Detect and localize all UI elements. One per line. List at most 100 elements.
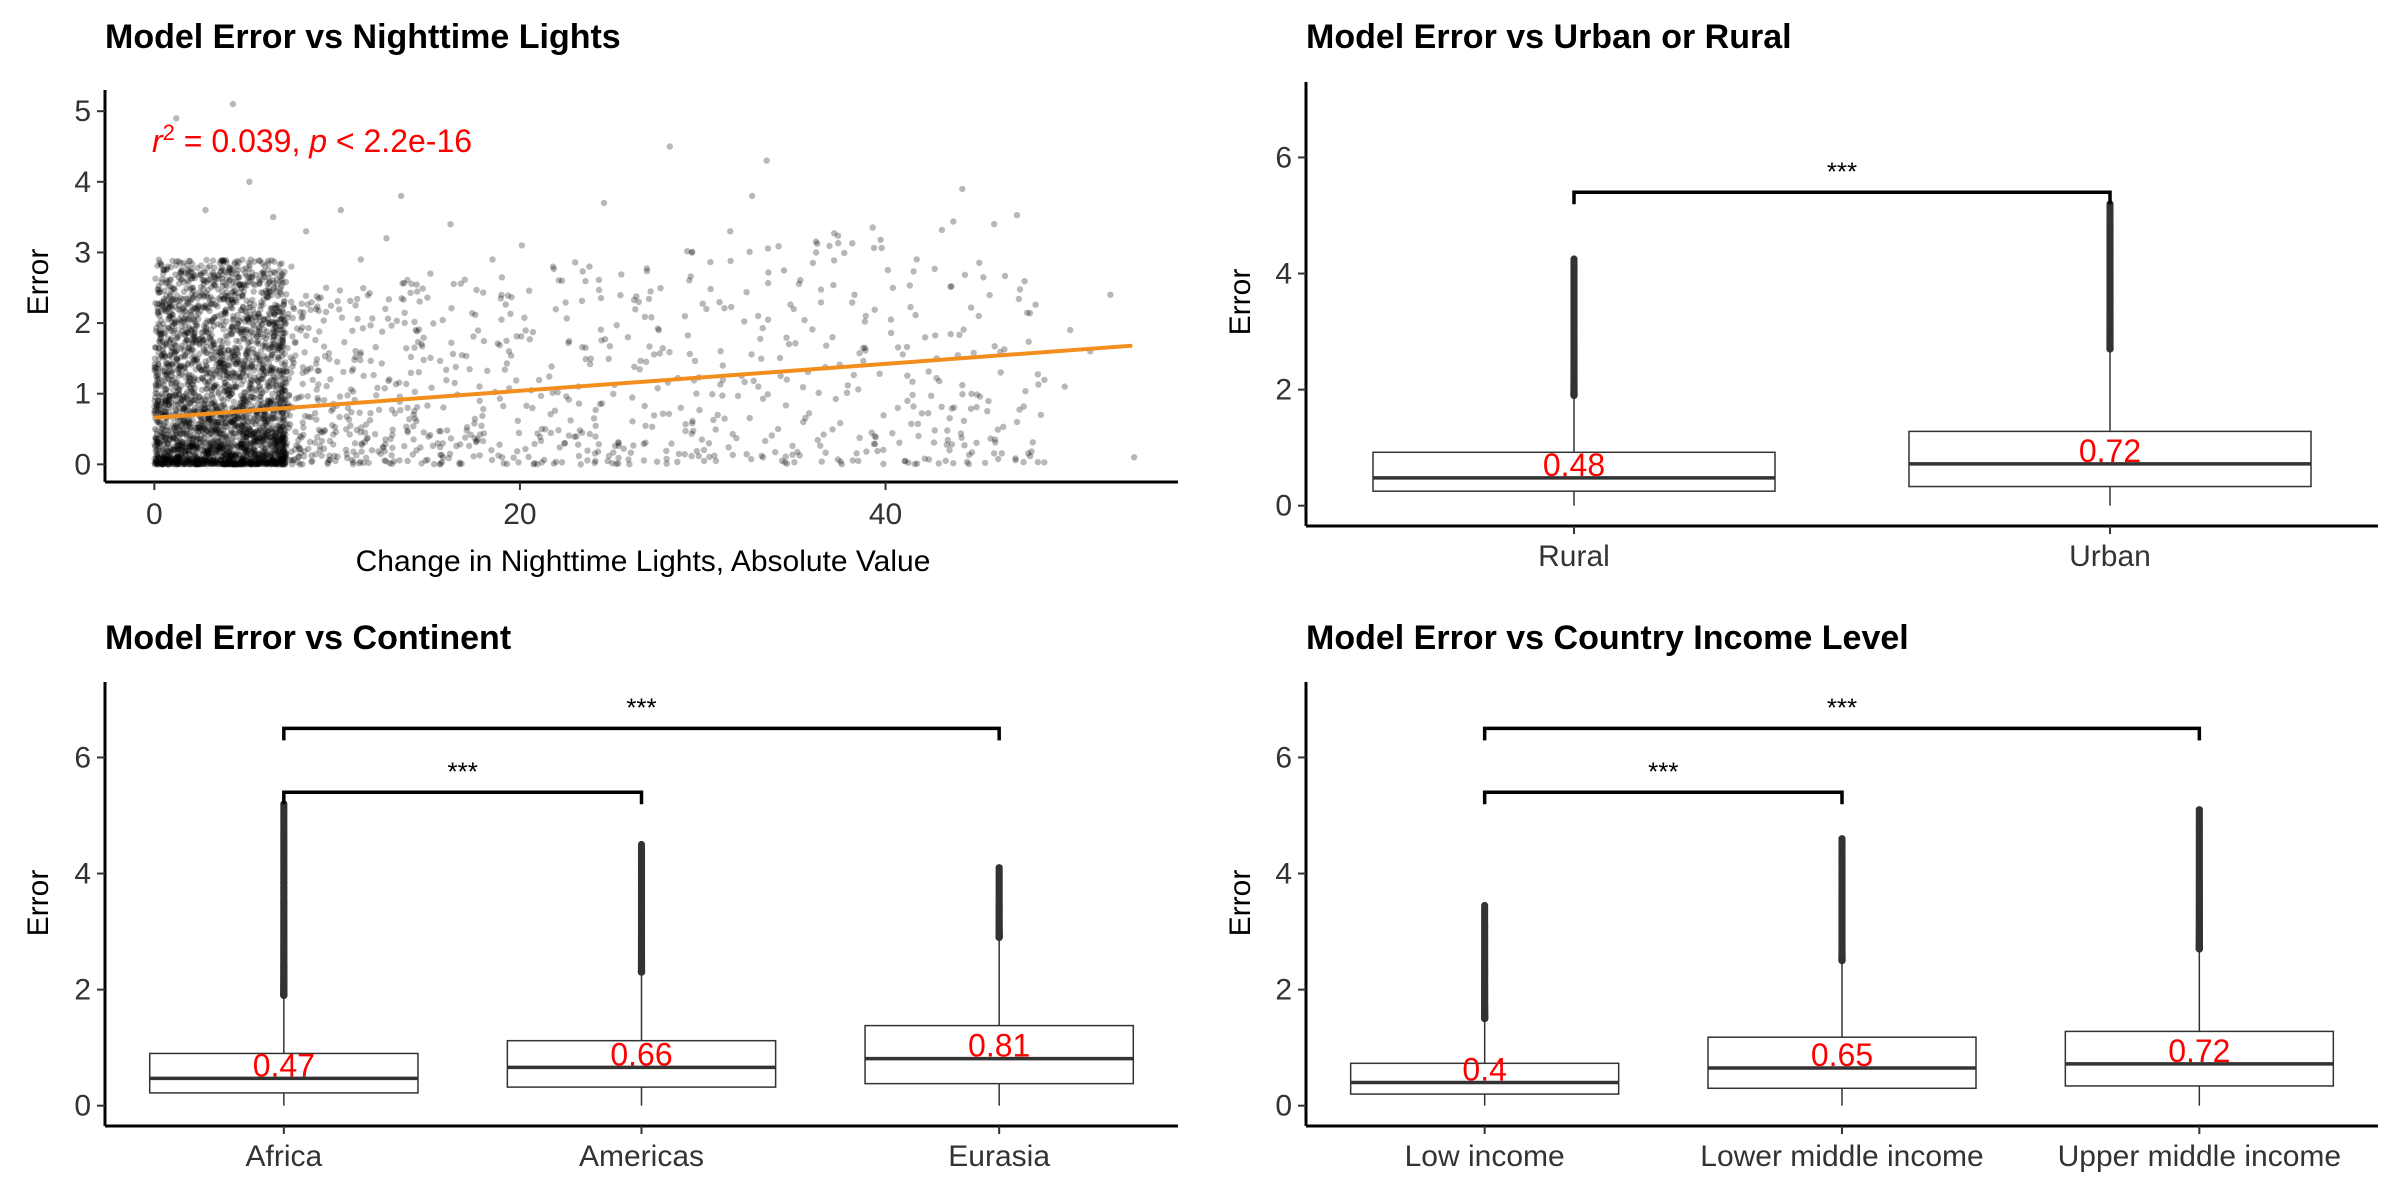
data-point bbox=[239, 292, 246, 299]
data-point bbox=[889, 284, 896, 291]
data-point bbox=[158, 459, 165, 466]
data-point bbox=[172, 406, 179, 413]
data-point bbox=[789, 442, 796, 450]
data-point bbox=[177, 456, 185, 463]
data-point bbox=[693, 390, 700, 397]
data-point bbox=[182, 322, 189, 329]
data-point bbox=[251, 282, 259, 289]
data-point bbox=[245, 274, 252, 281]
data-point bbox=[452, 363, 459, 371]
data-point bbox=[473, 286, 480, 294]
data-point bbox=[830, 257, 838, 264]
data-point bbox=[182, 450, 189, 457]
data-point bbox=[209, 419, 216, 426]
data-point bbox=[240, 444, 248, 451]
data-point bbox=[184, 329, 192, 337]
data-point bbox=[277, 431, 284, 439]
data-point bbox=[984, 408, 991, 415]
data-point bbox=[260, 296, 267, 303]
data-point bbox=[270, 382, 277, 389]
data-point bbox=[280, 449, 287, 456]
data-point bbox=[158, 298, 166, 305]
data-point bbox=[203, 457, 210, 464]
data-point bbox=[222, 292, 229, 300]
data-point bbox=[266, 278, 273, 285]
data-point bbox=[162, 445, 170, 452]
data-point bbox=[249, 440, 257, 447]
data-point bbox=[250, 437, 257, 445]
data-point bbox=[213, 444, 220, 451]
data-point bbox=[789, 451, 796, 458]
data-point bbox=[241, 457, 248, 464]
data-point bbox=[741, 378, 748, 386]
box-0: 0.4 bbox=[1349, 901, 1620, 1106]
data-point bbox=[500, 402, 507, 410]
data-point bbox=[561, 440, 568, 447]
data-point bbox=[252, 460, 259, 468]
data-point bbox=[347, 386, 355, 393]
x-tick-label: Upper middle income bbox=[2058, 1140, 2341, 1173]
data-point bbox=[861, 318, 868, 325]
data-point bbox=[240, 454, 247, 461]
data-point bbox=[164, 263, 171, 270]
data-point bbox=[523, 402, 530, 409]
data-point bbox=[271, 318, 278, 325]
data-point bbox=[209, 269, 216, 276]
data-point bbox=[586, 360, 594, 368]
data-point bbox=[411, 318, 418, 325]
data-point bbox=[928, 392, 935, 399]
data-point bbox=[279, 309, 286, 316]
data-point bbox=[166, 436, 173, 443]
data-point bbox=[234, 263, 241, 270]
data-point bbox=[261, 457, 269, 464]
data-point bbox=[327, 302, 335, 309]
data-point bbox=[258, 269, 265, 277]
data-point bbox=[165, 400, 172, 407]
data-point bbox=[239, 293, 246, 300]
data-point bbox=[193, 305, 201, 312]
data-point bbox=[226, 419, 233, 426]
data-point bbox=[1013, 418, 1021, 426]
data-point bbox=[223, 318, 230, 325]
data-point bbox=[236, 422, 243, 429]
data-point bbox=[235, 294, 243, 301]
data-point bbox=[252, 350, 259, 357]
data-point bbox=[152, 300, 159, 307]
data-point bbox=[156, 459, 164, 467]
data-point bbox=[257, 347, 265, 355]
data-point bbox=[221, 387, 229, 395]
significance-label: *** bbox=[1827, 156, 1857, 186]
data-point bbox=[280, 461, 288, 468]
data-point bbox=[263, 422, 270, 429]
data-point bbox=[1034, 458, 1042, 466]
data-point bbox=[162, 426, 169, 433]
data-point bbox=[289, 304, 297, 311]
data-point bbox=[211, 401, 219, 409]
data-point bbox=[336, 287, 344, 294]
data-point bbox=[350, 448, 357, 455]
data-point bbox=[186, 257, 194, 265]
data-point bbox=[222, 332, 230, 339]
data-point bbox=[234, 461, 241, 468]
data-point bbox=[232, 383, 239, 390]
data-point bbox=[190, 293, 197, 300]
data-point bbox=[228, 273, 236, 281]
data-point bbox=[194, 398, 201, 405]
data-point bbox=[219, 278, 227, 286]
data-point bbox=[161, 404, 168, 411]
data-point bbox=[595, 276, 603, 284]
data-point bbox=[268, 363, 275, 371]
data-point bbox=[153, 435, 160, 443]
data-point bbox=[178, 327, 186, 335]
data-point bbox=[158, 276, 166, 283]
data-point bbox=[734, 392, 742, 400]
data-point bbox=[375, 448, 382, 455]
data-point bbox=[279, 447, 287, 454]
data-point bbox=[594, 448, 602, 455]
data-point bbox=[224, 339, 231, 347]
data-point bbox=[268, 429, 275, 436]
data-point bbox=[855, 457, 862, 465]
data-point bbox=[199, 460, 207, 467]
data-point bbox=[271, 309, 278, 317]
data-point bbox=[168, 302, 175, 309]
